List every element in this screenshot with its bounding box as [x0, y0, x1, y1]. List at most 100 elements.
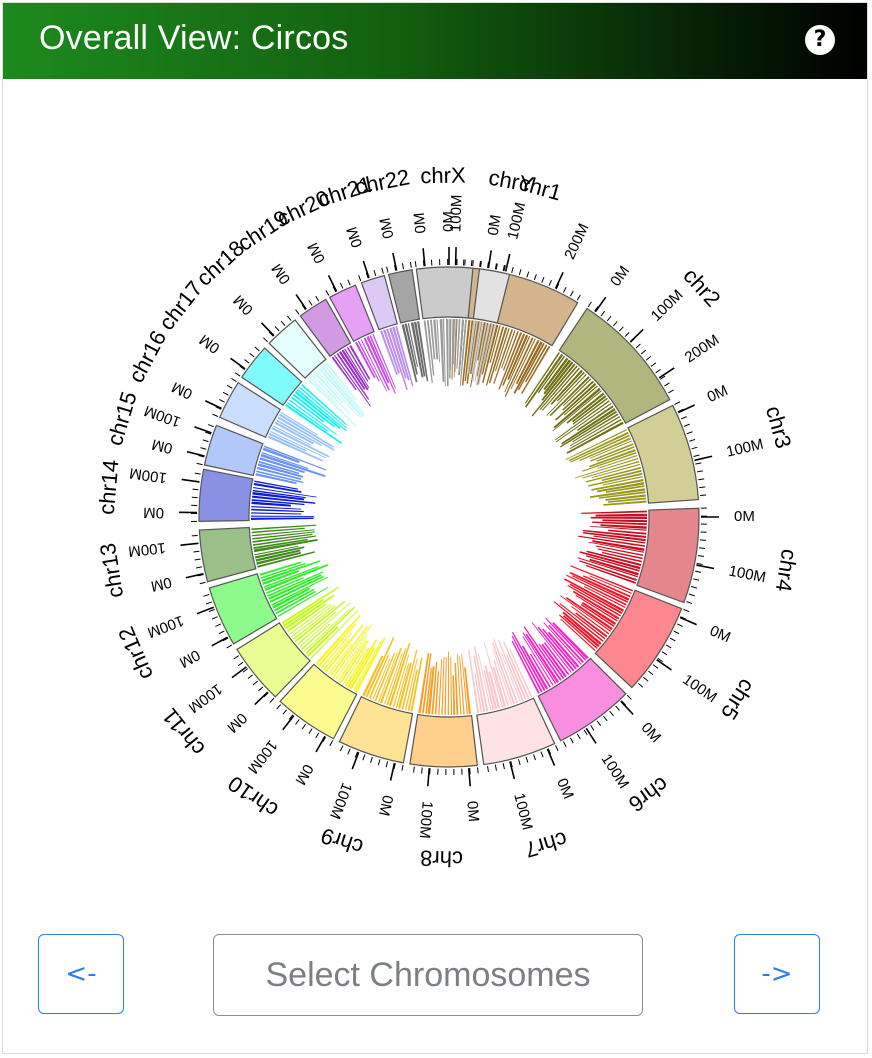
chr1-track-bar [464, 320, 474, 381]
chr12-track-bar [277, 586, 329, 618]
chr17-minor-tick [239, 365, 245, 370]
chrX-track-bar [451, 319, 456, 365]
chr18-minor-tick [274, 326, 280, 332]
chr19-minor-tick [301, 304, 306, 311]
chr12-minor-tick [205, 601, 212, 605]
chr9-track-bar [405, 658, 418, 711]
chr6-minor-tick [576, 733, 581, 740]
chr4-label: chr4 [771, 547, 802, 593]
chr16-track-bar [275, 419, 322, 447]
chr5-minor-tick [652, 664, 659, 669]
chr3-track-bar [585, 466, 641, 483]
chr13-track-bar [254, 545, 299, 556]
chr3-track-bar [568, 431, 629, 462]
chr4-minor-tick [691, 585, 698, 589]
chr15-track-bar [256, 466, 302, 480]
chr10-minor-tick [301, 723, 306, 730]
chr2-tick-label: 0M [607, 263, 633, 290]
chr11-minor-tick [247, 674, 253, 680]
chr9-track-bar [395, 663, 410, 709]
chr4-track-bar [585, 564, 636, 584]
chr21-minor-tick [381, 267, 384, 274]
chr14-tick-label: 100M [128, 464, 168, 486]
chr5-minor-tick [683, 608, 690, 613]
chr9-track-bar [379, 647, 402, 704]
select-chromosomes-button[interactable]: Select Chromosomes [213, 934, 643, 1016]
chr11-minor-tick [237, 661, 244, 667]
chr16-track-bar [277, 416, 335, 451]
chr10-track-bar [354, 637, 386, 693]
chr1-minor-tick [555, 283, 560, 290]
chr5-track-bar [581, 601, 617, 626]
chr9-tick-label: 100M [326, 780, 355, 821]
chr5-track-bar [563, 578, 624, 612]
chr7-minor-tick [547, 748, 552, 755]
chr10-track-bar [337, 640, 367, 682]
chr2-minor-tick [594, 306, 599, 312]
chr9-track-bar [384, 652, 403, 705]
chr14-track-bar [251, 515, 315, 517]
chr12-major-tick [196, 606, 215, 615]
chr13-track-bar [252, 535, 316, 546]
chr6-minor-tick [562, 741, 567, 748]
chr20-major-tick [327, 275, 338, 292]
chrX-ideogram [415, 266, 474, 320]
chr7-minor-tick [510, 761, 513, 768]
chr14-track-bar [251, 495, 316, 504]
chr11-track-bar [286, 603, 327, 633]
chr1-track-bar [521, 345, 551, 394]
chr8-track-bar [454, 662, 459, 715]
chr14-major-tick [181, 478, 200, 483]
chr1-track-bar [507, 334, 529, 380]
chr2-track-bar [555, 402, 612, 443]
chr3-track-bar [579, 437, 632, 462]
chr7-track-bar [492, 642, 516, 705]
chr6-track-bar [522, 632, 557, 685]
chr6-major-tick [620, 700, 634, 716]
chr5-ideogram [594, 589, 683, 689]
chr11-track-bar [310, 609, 359, 660]
chr5-major-tick [679, 616, 697, 626]
chr2-minor-tick [606, 315, 612, 322]
chrY-minor-tick [502, 264, 505, 271]
chr8-track-bar [464, 667, 471, 715]
chr1-minor-tick [495, 263, 498, 270]
chr10-minor-tick [322, 736, 327, 743]
chrX-minor-tick [414, 261, 417, 268]
chr14-track-bar [251, 505, 302, 510]
chr6-tick-label: 100M [598, 751, 633, 792]
chr9-track-bar [368, 655, 390, 699]
chr7-track-bar [497, 639, 524, 702]
chr10-tick-label: 0M [291, 761, 316, 788]
chr3-track-bar [589, 449, 636, 468]
chr7-minor-tick [494, 764, 497, 771]
chr13-track-bar [251, 529, 315, 537]
chr20-track-bar [369, 335, 396, 394]
chr8-label: chr8 [420, 846, 463, 872]
chr9-label: chr9 [318, 823, 366, 860]
chr10-minor-tick [282, 709, 288, 715]
chr4-track-bar [583, 532, 646, 542]
chr9-minor-tick [362, 754, 366, 761]
next-button[interactable]: -> [734, 934, 820, 1014]
chr18-track-bar [315, 369, 360, 418]
chr5-track-bar [582, 575, 631, 598]
chr18-track-bar [311, 373, 351, 415]
chr4-minor-tick [697, 555, 705, 557]
chr1-minor-tick [541, 276, 545, 283]
chrX-track-bar [453, 319, 457, 378]
help-icon[interactable]: ? [805, 25, 835, 55]
chr1-track-bar [493, 329, 513, 385]
chr15-minor-tick [202, 439, 209, 443]
chr7-track-bar [509, 649, 533, 698]
prev-button[interactable]: <- [38, 934, 124, 1014]
chr13-minor-tick [194, 558, 201, 561]
chr13-track-bar [256, 551, 301, 565]
chr3-minor-tick [699, 486, 706, 489]
chr19-track-bar [339, 351, 366, 390]
chr20-minor-tick [332, 286, 337, 293]
chrY-track-bar [466, 320, 476, 374]
chr6-track-bar [542, 628, 577, 670]
chr8-tick-label: 100M [416, 800, 436, 839]
